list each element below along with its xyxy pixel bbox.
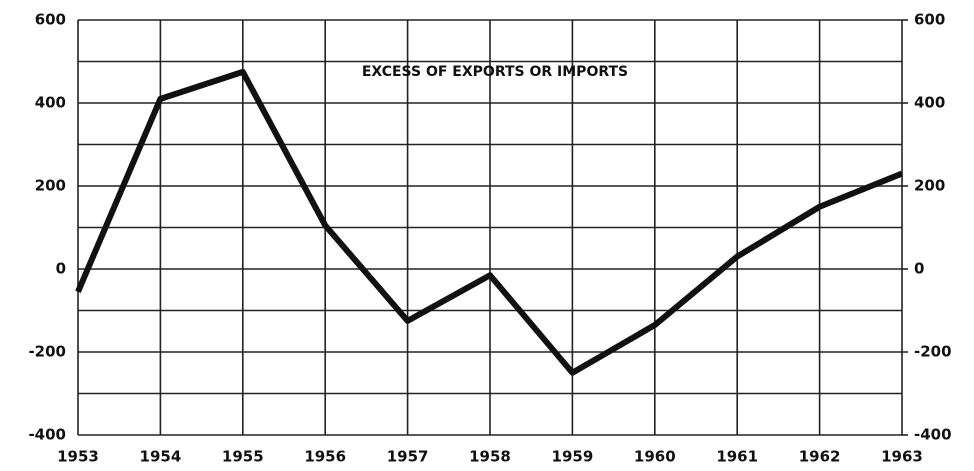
x-tick-label: 1960	[634, 448, 676, 466]
x-tick-label: 1958	[469, 448, 511, 466]
x-tick-label: 1955	[222, 448, 264, 466]
y-tick-label: 600	[35, 11, 66, 29]
x-tick-label: 1962	[799, 448, 841, 466]
x-tick-label: 1953	[57, 448, 99, 466]
y2-tick-label: -400	[914, 426, 952, 444]
y-tick-label: 0	[56, 260, 66, 278]
y-tick-label: -400	[28, 426, 66, 444]
y-tick-label: 200	[35, 177, 66, 195]
y2-tick-label: 600	[914, 11, 945, 29]
x-tick-label: 1957	[387, 448, 429, 466]
y2-tick-label: 200	[914, 177, 945, 195]
x-tick-label: 1959	[552, 448, 594, 466]
y2-tick-label: -200	[914, 343, 952, 361]
x-tick-label: 1954	[140, 448, 182, 466]
y2-tick-label: 400	[914, 94, 945, 112]
y-tick-label: 400	[35, 94, 66, 112]
x-tick-label: 1961	[716, 448, 758, 466]
data-line	[75, 68, 904, 376]
chart-title: EXCESS OF EXPORTS OR IMPORTS	[362, 64, 628, 80]
x-tick-label: 1956	[304, 448, 346, 466]
y-tick-label: -200	[28, 343, 66, 361]
y2-tick-label: 0	[914, 260, 924, 278]
x-tick-label: 1963	[881, 448, 923, 466]
